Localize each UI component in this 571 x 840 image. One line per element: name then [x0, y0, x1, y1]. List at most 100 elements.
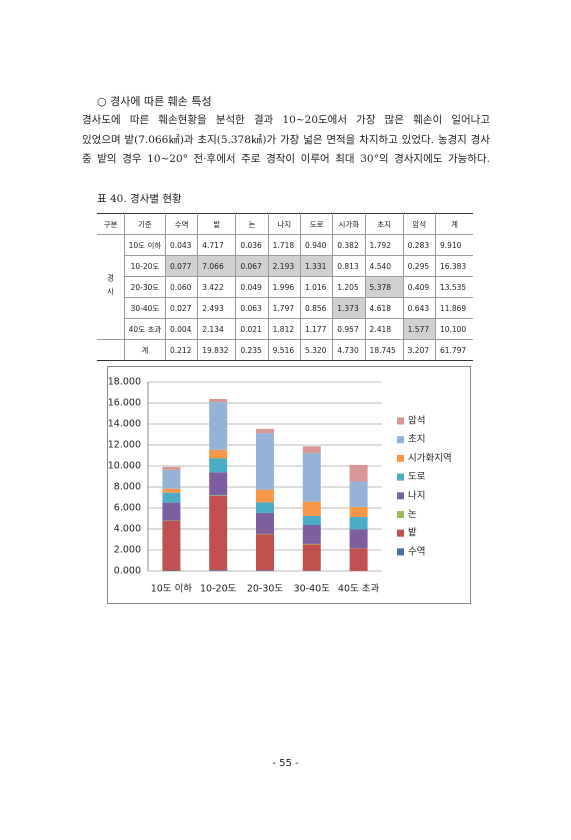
- bar-segment: [209, 402, 228, 450]
- table-row: 경사 10도 이하 0.043 4.717 0.036 1.718 0.940 0.382 1.…: [97, 234, 473, 340]
- table-cell: 1.996: [267, 276, 301, 298]
- table-cell: 3.422: [197, 276, 237, 298]
- table-cell: 4.618: [364, 297, 404, 319]
- legend-marker: [397, 473, 404, 481]
- empty-cell: [97, 339, 125, 361]
- legend-marker: [397, 417, 404, 425]
- bar-segment: [256, 533, 274, 535]
- table-cell: 0.813: [332, 255, 366, 277]
- table-row: 30-40도 0.027 2.493 0.063 1.797 0.856 1.373 4.61…: [97, 297, 473, 319]
- bar-segment: [256, 489, 274, 503]
- header-row: 구분 기준 수역 밭 논 나지 도로 시가화 초지 암석 계: [97, 213, 473, 235]
- table-cell: 0.643: [402, 297, 436, 319]
- bar-segment: [302, 544, 321, 571]
- table-cell: 5.320: [299, 339, 334, 361]
- bar-segment: [209, 472, 228, 496]
- bar-segment: [209, 570, 228, 571]
- paragraph-line: 있었으며 밭(7.066㎢)과 초지(5.378㎢)가 가장 넓은 면적을 차지…: [82, 133, 490, 146]
- legend-marker: [397, 548, 404, 556]
- header-cell: 나지: [267, 213, 301, 235]
- table-cell: 1.718: [267, 234, 301, 256]
- x-tick-label: 40도 초과: [338, 584, 380, 595]
- table-cell: 0.940: [299, 234, 334, 256]
- table-cell: 1.792: [364, 234, 404, 256]
- bar-segment: [256, 570, 274, 571]
- table-cell: 10.100: [434, 318, 473, 340]
- table-cell: 1.331: [299, 255, 334, 277]
- table-cell: 0.027: [164, 297, 199, 319]
- table-cell: 4.730: [332, 339, 366, 361]
- bar-segment: [302, 446, 321, 454]
- table-cell: 4.540: [364, 255, 404, 277]
- table-cell: 0.004: [164, 318, 199, 340]
- table-cell: 0.067: [235, 255, 269, 277]
- y-tick-label: 12.000: [108, 440, 141, 451]
- bar-segment: [256, 512, 274, 534]
- paragraph-line: 경사도에 따른 훼손현황을 분석한 결과 10~20도에서 가장 많은 훼손이 …: [82, 114, 490, 126]
- bar-segment: [209, 398, 228, 403]
- table-cell: 7.066: [197, 255, 237, 277]
- table-cell: 3.207: [402, 339, 436, 361]
- table-cell: 0.063: [235, 297, 269, 319]
- table-row: 계 0.212 19.832 0.235 9.516 5.320 4.730 18.745 3.…: [97, 339, 473, 361]
- bar-segment: [349, 516, 368, 530]
- header-cell: 밭: [197, 213, 237, 235]
- table-cell: 0.295: [402, 255, 436, 277]
- table-row: 10-20도 0.077 7.066 0.067 2.193 1.331 0.813 4.54…: [97, 255, 473, 277]
- bar-segment: [162, 502, 181, 521]
- header-cell: 도로: [299, 213, 334, 235]
- x-tick-label: 30-40도: [294, 584, 331, 595]
- header-cell: 수역: [164, 213, 199, 235]
- table-caption: 표 40. 경사별 현황: [97, 193, 182, 205]
- table-cell: 0.036: [235, 234, 269, 256]
- legend-marker: [397, 529, 404, 537]
- table-cell: 1.016: [299, 276, 334, 298]
- legend-label: 밭: [408, 528, 417, 539]
- bar-segment: [349, 481, 368, 507]
- bar-segment: [162, 521, 181, 571]
- header-cell: 시가화: [332, 213, 366, 235]
- table-cell: 0.235: [235, 339, 269, 361]
- table-cell: 0.049: [235, 276, 269, 298]
- chart: 0.000 2.000 4.000 6.000 8.000 10.000 12.000 14.…: [107, 366, 471, 604]
- x-tick-label: 20-30도: [247, 584, 284, 595]
- legend-label: 나지: [408, 490, 425, 501]
- bar-segment: [349, 548, 368, 571]
- y-tick-label: 16.000: [108, 398, 141, 409]
- header-cell: 기준: [123, 213, 166, 235]
- table-row: 20-30도 0.060 3.422 0.049 1.996 1.016 1.205 5.37…: [97, 276, 473, 298]
- y-tick-label: 18.000: [108, 377, 141, 388]
- header-cell: 논: [235, 213, 269, 235]
- heading: ○ 경사에 따른 훼손 특성: [97, 95, 212, 108]
- header-cell: 초지: [364, 213, 404, 235]
- table-cell: 1.577: [402, 318, 436, 340]
- table-cell: 0.957: [332, 318, 366, 340]
- table-cell: 4.717: [197, 234, 237, 256]
- row-label: 20-30도: [124, 276, 166, 298]
- legend-label: 초지: [408, 434, 425, 445]
- y-tick-label: 2.000: [114, 545, 141, 556]
- bar-segment: [162, 469, 181, 489]
- table-row: 40도 초과 0.004 2.134 0.021 1.812 1.177 0.957 2.41…: [97, 318, 473, 340]
- table-cell: 9.910: [434, 234, 473, 256]
- bar-segment: [209, 449, 228, 459]
- row-label: 40도 초과: [124, 318, 166, 340]
- bar-segment: [256, 428, 274, 434]
- legend-marker: [397, 454, 404, 462]
- row-label: 10-20도: [124, 255, 166, 277]
- table-cell: 0.382: [332, 234, 366, 256]
- y-tick-label: 6.000: [114, 503, 141, 514]
- bar-segment: [302, 516, 321, 526]
- table-cell: 2.493: [197, 297, 237, 319]
- row-label: 계: [123, 339, 166, 361]
- header-cell: 구분: [97, 213, 125, 235]
- bar-segment: [209, 495, 228, 571]
- row-label: 30-40도: [124, 297, 166, 319]
- header-cell: 계: [434, 213, 473, 235]
- legend-label: 암석: [408, 415, 425, 427]
- y-tick-label: 4.000: [114, 524, 141, 535]
- table-cell: 2.193: [267, 255, 301, 277]
- bar-segment: [256, 433, 274, 490]
- bar-segment: [302, 501, 321, 517]
- bar-segment: [349, 506, 368, 517]
